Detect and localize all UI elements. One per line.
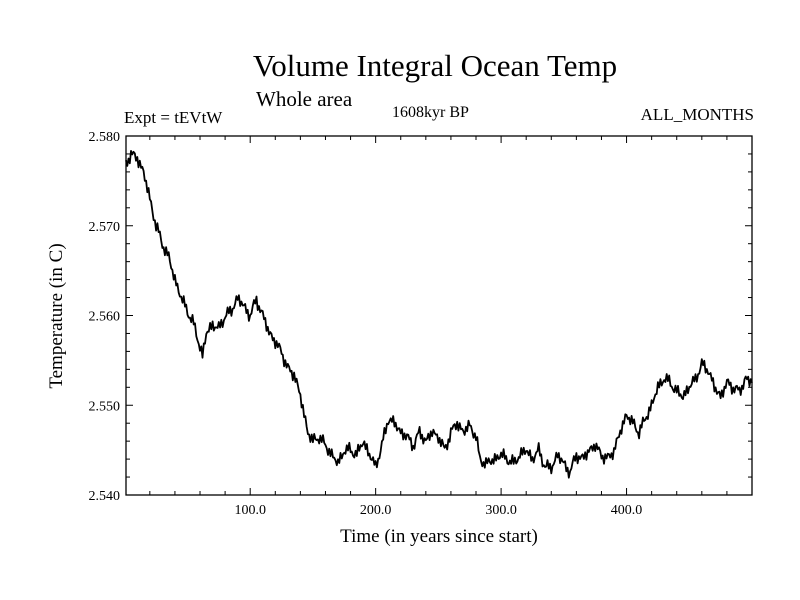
chart-title: Volume Integral Ocean Temp <box>252 48 618 83</box>
x-axis-label: Time (in years since start) <box>340 526 538 547</box>
y-tick-label: 2.540 <box>89 489 121 504</box>
chart-subtitle: Whole area <box>256 87 353 111</box>
months-label: ALL_MONTHS <box>640 105 754 124</box>
experiment-label: Expt = tEVtW <box>124 108 223 127</box>
x-tick-label: 100.0 <box>234 503 266 518</box>
x-tick-label: 300.0 <box>485 503 517 518</box>
y-tick-label: 2.560 <box>89 310 121 325</box>
y-tick-label: 2.570 <box>89 220 121 235</box>
x-tick-label: 400.0 <box>611 503 643 518</box>
y-tick-label: 2.550 <box>89 399 121 414</box>
series-line <box>125 150 753 479</box>
x-tick-label: 200.0 <box>360 503 392 518</box>
period-label: 1608kyr BP <box>392 104 469 121</box>
y-tick-label: 2.580 <box>89 130 121 145</box>
